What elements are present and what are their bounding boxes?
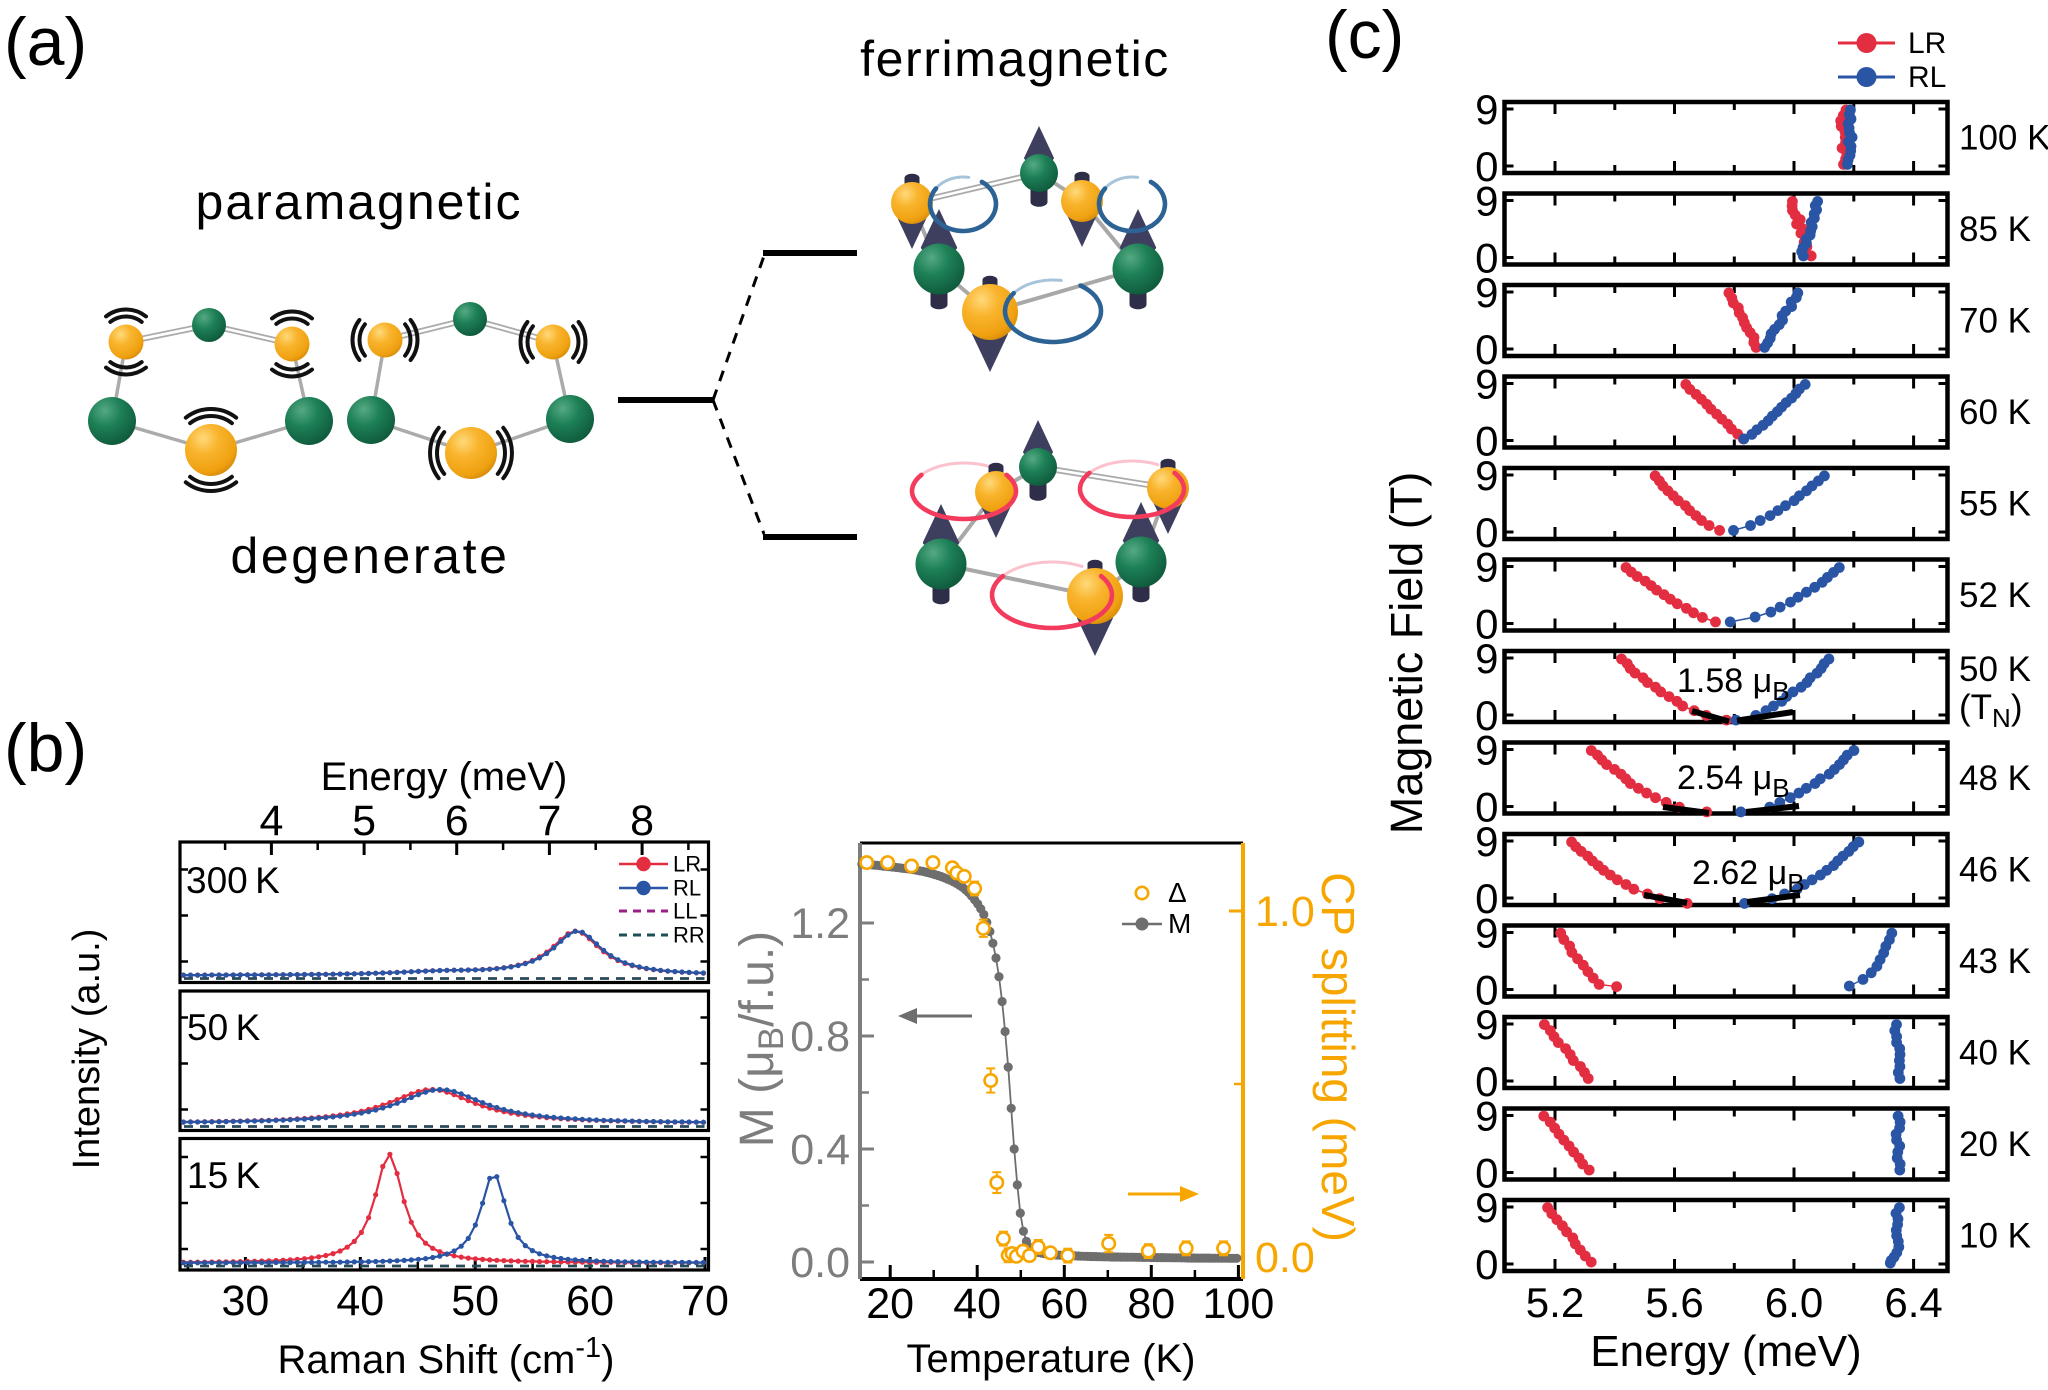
svg-text:1.58 μB: 1.58 μB bbox=[1677, 662, 1790, 706]
svg-text:85 K: 85 K bbox=[1959, 210, 2031, 249]
svg-text:50 K: 50 K bbox=[1959, 650, 2031, 689]
svg-text:50 K: 50 K bbox=[187, 1007, 261, 1048]
svg-text:48 K: 48 K bbox=[1959, 759, 2031, 798]
svg-text:RL: RL bbox=[673, 876, 701, 901]
svg-text:2.54 μB: 2.54 μB bbox=[1677, 759, 1790, 803]
svg-text:20: 20 bbox=[866, 1280, 914, 1328]
svg-text:LL: LL bbox=[673, 899, 697, 924]
svg-text:0: 0 bbox=[1475, 784, 1498, 831]
svg-text:20 K: 20 K bbox=[1959, 1125, 2031, 1164]
svg-text:(TN): (TN) bbox=[1959, 688, 2022, 733]
svg-text:0.0: 0.0 bbox=[1255, 1234, 1315, 1282]
svg-text:0: 0 bbox=[1475, 875, 1498, 922]
svg-text:2.62 μB: 2.62 μB bbox=[1692, 854, 1805, 898]
svg-text:5.6: 5.6 bbox=[1645, 1279, 1703, 1326]
svg-text:70 K: 70 K bbox=[1959, 302, 2031, 341]
svg-text:RL: RL bbox=[1908, 61, 1946, 94]
svg-text:LR: LR bbox=[673, 852, 701, 877]
svg-text:9: 9 bbox=[1475, 818, 1498, 865]
svg-text:0: 0 bbox=[1475, 1058, 1498, 1105]
svg-text:8: 8 bbox=[630, 797, 654, 845]
svg-text:1.0: 1.0 bbox=[1255, 888, 1315, 936]
svg-text:43 K: 43 K bbox=[1959, 942, 2031, 981]
svg-text:60 K: 60 K bbox=[1959, 393, 2031, 432]
svg-text:40: 40 bbox=[336, 1277, 384, 1325]
svg-text:ferrimagnetic: ferrimagnetic bbox=[860, 31, 1170, 87]
svg-text:0: 0 bbox=[1475, 418, 1498, 465]
svg-text:40 K: 40 K bbox=[1959, 1034, 2031, 1073]
svg-text:6.0: 6.0 bbox=[1765, 1279, 1823, 1326]
svg-text:9: 9 bbox=[1475, 269, 1498, 316]
svg-text:80: 80 bbox=[1127, 1280, 1175, 1328]
svg-text:Energy (meV): Energy (meV) bbox=[1590, 1327, 1861, 1376]
svg-text:CP splitting (meV): CP splitting (meV) bbox=[1312, 872, 1364, 1242]
svg-text:60: 60 bbox=[566, 1277, 614, 1325]
svg-text:M: M bbox=[1168, 908, 1191, 939]
svg-text:9: 9 bbox=[1475, 635, 1498, 682]
svg-text:9: 9 bbox=[1475, 910, 1498, 957]
svg-text:(c): (c) bbox=[1325, 0, 1404, 73]
svg-text:Magnetic Field (T): Magnetic Field (T) bbox=[1381, 472, 1432, 835]
svg-text:9: 9 bbox=[1475, 1093, 1498, 1140]
svg-text:46 K: 46 K bbox=[1959, 851, 2031, 890]
svg-text:100: 100 bbox=[1203, 1280, 1275, 1328]
svg-text:degenerate: degenerate bbox=[230, 528, 509, 584]
svg-text:0: 0 bbox=[1475, 326, 1498, 373]
svg-text:5.2: 5.2 bbox=[1526, 1279, 1584, 1326]
svg-text:5: 5 bbox=[352, 797, 376, 845]
svg-text:0: 0 bbox=[1475, 509, 1498, 556]
svg-text:LR: LR bbox=[1908, 27, 1946, 60]
svg-text:0: 0 bbox=[1475, 1241, 1498, 1288]
svg-text:0.0: 0.0 bbox=[790, 1239, 850, 1287]
svg-text:paramagnetic: paramagnetic bbox=[196, 174, 523, 230]
svg-text:0: 0 bbox=[1475, 1150, 1498, 1197]
svg-text:Raman Shift (cm-1): Raman Shift (cm-1) bbox=[278, 1332, 615, 1382]
svg-text:0.4: 0.4 bbox=[790, 1126, 850, 1174]
svg-text:9: 9 bbox=[1475, 1001, 1498, 1048]
svg-text:6.4: 6.4 bbox=[1884, 1279, 1942, 1326]
svg-text:55 K: 55 K bbox=[1959, 485, 2031, 524]
svg-text:9: 9 bbox=[1475, 452, 1498, 499]
svg-text:1.2: 1.2 bbox=[790, 900, 850, 948]
svg-text:300 K: 300 K bbox=[186, 860, 280, 901]
svg-text:10 K: 10 K bbox=[1959, 1217, 2031, 1256]
svg-text:9: 9 bbox=[1475, 178, 1498, 225]
svg-text:0: 0 bbox=[1475, 143, 1498, 190]
svg-text:0: 0 bbox=[1475, 692, 1498, 739]
svg-text:52 K: 52 K bbox=[1959, 576, 2031, 615]
svg-text:30: 30 bbox=[221, 1277, 269, 1325]
svg-text:Δ: Δ bbox=[1168, 877, 1187, 908]
svg-text:15 K: 15 K bbox=[187, 1155, 261, 1196]
svg-text:(a): (a) bbox=[4, 4, 87, 80]
svg-text:40: 40 bbox=[953, 1280, 1001, 1328]
svg-text:7: 7 bbox=[537, 797, 561, 845]
svg-text:Energy (meV): Energy (meV) bbox=[321, 755, 568, 799]
svg-text:0: 0 bbox=[1475, 967, 1498, 1014]
svg-text:4: 4 bbox=[259, 797, 283, 845]
svg-text:9: 9 bbox=[1475, 1184, 1498, 1231]
svg-text:RR: RR bbox=[673, 923, 705, 948]
svg-text:0: 0 bbox=[1475, 235, 1498, 282]
svg-text:9: 9 bbox=[1475, 727, 1498, 774]
svg-text:9: 9 bbox=[1475, 544, 1498, 591]
svg-text:70: 70 bbox=[681, 1277, 729, 1325]
svg-text:50: 50 bbox=[451, 1277, 499, 1325]
svg-text:0: 0 bbox=[1475, 601, 1498, 648]
svg-text:Intensity (a.u.): Intensity (a.u.) bbox=[66, 929, 108, 1170]
svg-text:60: 60 bbox=[1040, 1280, 1088, 1328]
svg-text:0.8: 0.8 bbox=[790, 1013, 850, 1061]
svg-text:6: 6 bbox=[445, 797, 469, 845]
svg-text:100 K: 100 K bbox=[1959, 119, 2048, 158]
svg-text:(b): (b) bbox=[4, 710, 87, 786]
svg-text:9: 9 bbox=[1475, 361, 1498, 408]
svg-text:Temperature (K): Temperature (K) bbox=[907, 1337, 1196, 1381]
svg-text:9: 9 bbox=[1475, 86, 1498, 133]
